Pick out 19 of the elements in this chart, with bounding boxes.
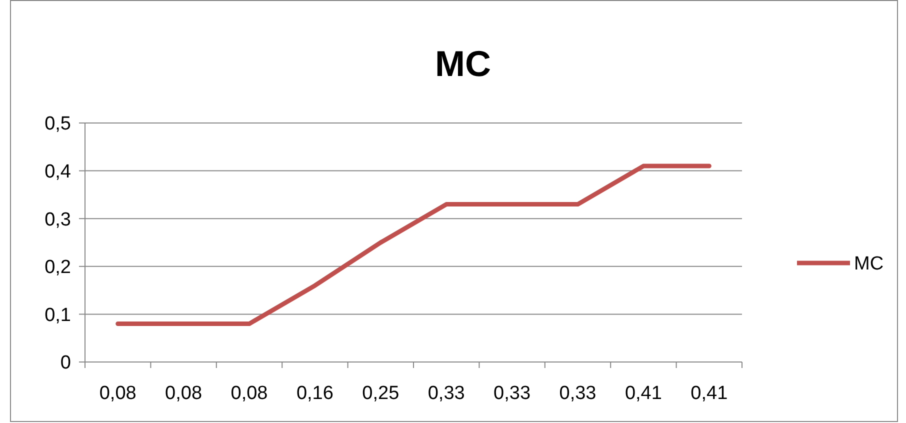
y-tick-label: 0,3 [44, 209, 71, 230]
x-tick-label: 0,16 [296, 383, 334, 404]
y-tick-label: 0,1 [44, 304, 71, 326]
x-tick-label: 0,41 [690, 383, 728, 404]
x-tick-label: 0,25 [362, 383, 400, 404]
y-tick-label: 0,5 [44, 114, 71, 135]
legend-label: MC [854, 254, 884, 275]
y-tick-label: 0,4 [44, 161, 72, 182]
x-tick-label: 0,41 [624, 383, 662, 404]
x-tick-label: 0,08 [99, 383, 136, 404]
x-tick-label: 0,33 [559, 383, 596, 404]
line-series [116, 164, 712, 326]
chart-title: MC [435, 43, 491, 84]
y-tick-label: 0 [60, 352, 71, 374]
x-tick-label: 0,08 [230, 383, 268, 404]
y-tick-label: 0,2 [44, 257, 71, 278]
x-tick-label: 0,33 [428, 383, 465, 404]
x-tick-label: 0,08 [165, 383, 202, 404]
x-tick-label: 0,33 [494, 383, 531, 404]
